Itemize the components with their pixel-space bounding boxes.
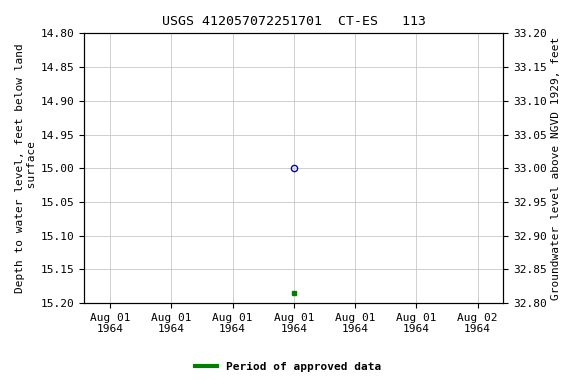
Title: USGS 412057072251701  CT-ES   113: USGS 412057072251701 CT-ES 113 xyxy=(162,15,426,28)
Y-axis label: Groundwater level above NGVD 1929, feet: Groundwater level above NGVD 1929, feet xyxy=(551,36,561,300)
Y-axis label: Depth to water level, feet below land
 surface: Depth to water level, feet below land su… xyxy=(15,43,37,293)
Legend: Period of approved data: Period of approved data xyxy=(191,358,385,377)
